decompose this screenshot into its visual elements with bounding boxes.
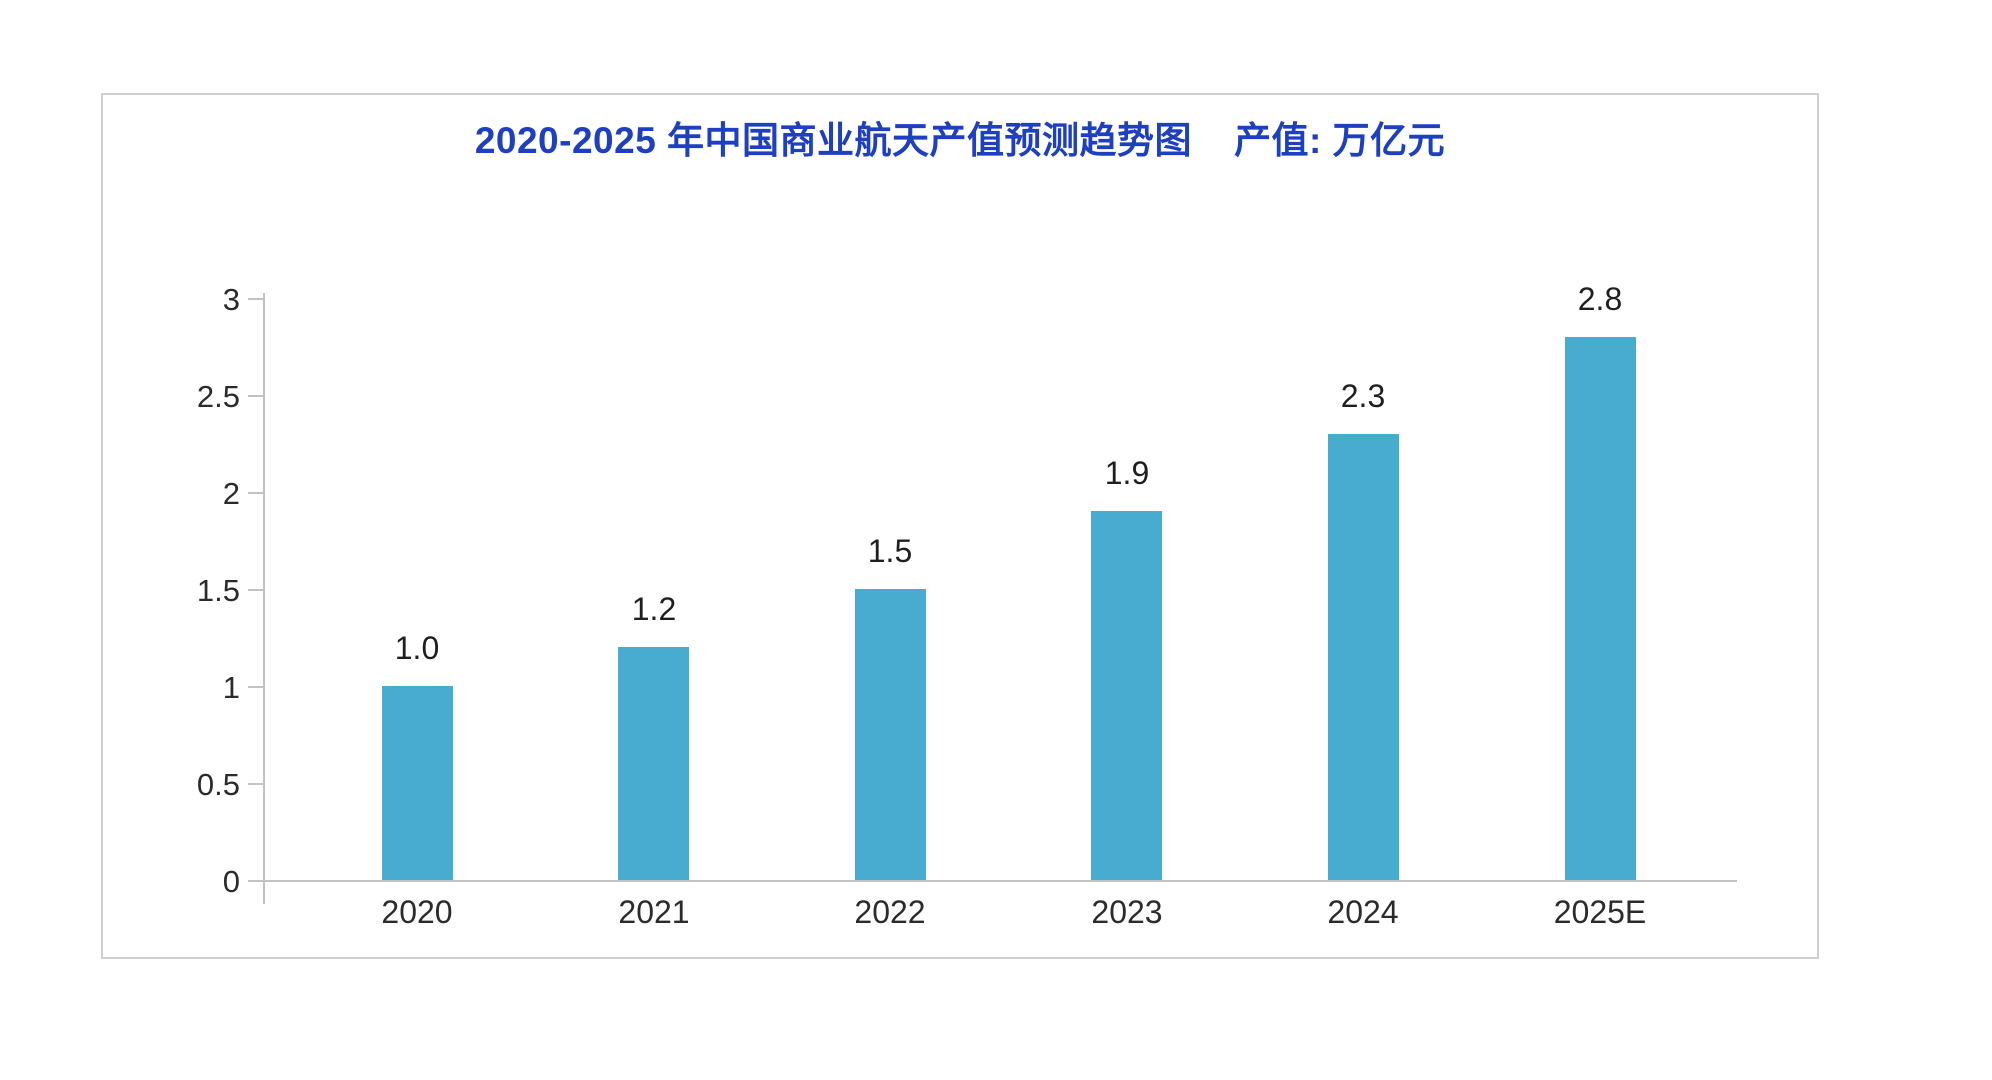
chart-title-unit: 产值: 万亿元: [1234, 120, 1446, 161]
bar-2023: [1091, 511, 1162, 880]
bar-2022: [855, 589, 926, 880]
bar-2024: [1328, 434, 1399, 880]
bar-value-label: 1.5: [867, 533, 913, 569]
y-tick-label: 3: [222, 282, 240, 317]
bar-2020: [382, 686, 453, 880]
y-axis-line: [263, 293, 265, 904]
y-tick-mark: [248, 783, 263, 785]
x-axis-label: 2023: [1091, 894, 1163, 930]
x-axis-label: 2025E: [1553, 894, 1647, 930]
bar-2021: [618, 647, 689, 880]
y-tick-label: 0: [222, 864, 240, 899]
y-tick-mark: [248, 298, 263, 300]
y-tick-label: 1.5: [196, 573, 240, 608]
x-axis-line: [263, 880, 1737, 882]
y-tick-mark: [248, 880, 263, 882]
x-axis-label: 2020: [381, 894, 453, 930]
x-axis-label: 2021: [618, 894, 690, 930]
y-tick-label: 2: [222, 476, 240, 511]
bar-value-label: 1.9: [1104, 455, 1150, 491]
bar-value-label: 1.2: [631, 591, 677, 627]
y-tick-label: 0.5: [196, 767, 240, 802]
x-axis-label: 2022: [854, 894, 926, 930]
y-tick-label: 1: [222, 670, 240, 705]
bar-2025E: [1565, 337, 1636, 880]
bar-value-label: 2.8: [1577, 281, 1623, 317]
x-axis-label: 2024: [1327, 894, 1399, 930]
y-tick-mark: [248, 492, 263, 494]
chart-title: 2020-2025 年中国商业航天产值预测趋势图 产值: 万亿元: [101, 112, 1819, 170]
y-tick-label: 2.5: [196, 379, 240, 414]
y-tick-mark: [248, 395, 263, 397]
chart-title-text: 2020-2025 年中国商业航天产值预测趋势图: [474, 120, 1193, 161]
y-tick-mark: [248, 686, 263, 688]
bar-value-label: 2.3: [1340, 378, 1386, 414]
y-tick-mark: [248, 589, 263, 591]
bar-value-label: 1.0: [394, 630, 440, 666]
